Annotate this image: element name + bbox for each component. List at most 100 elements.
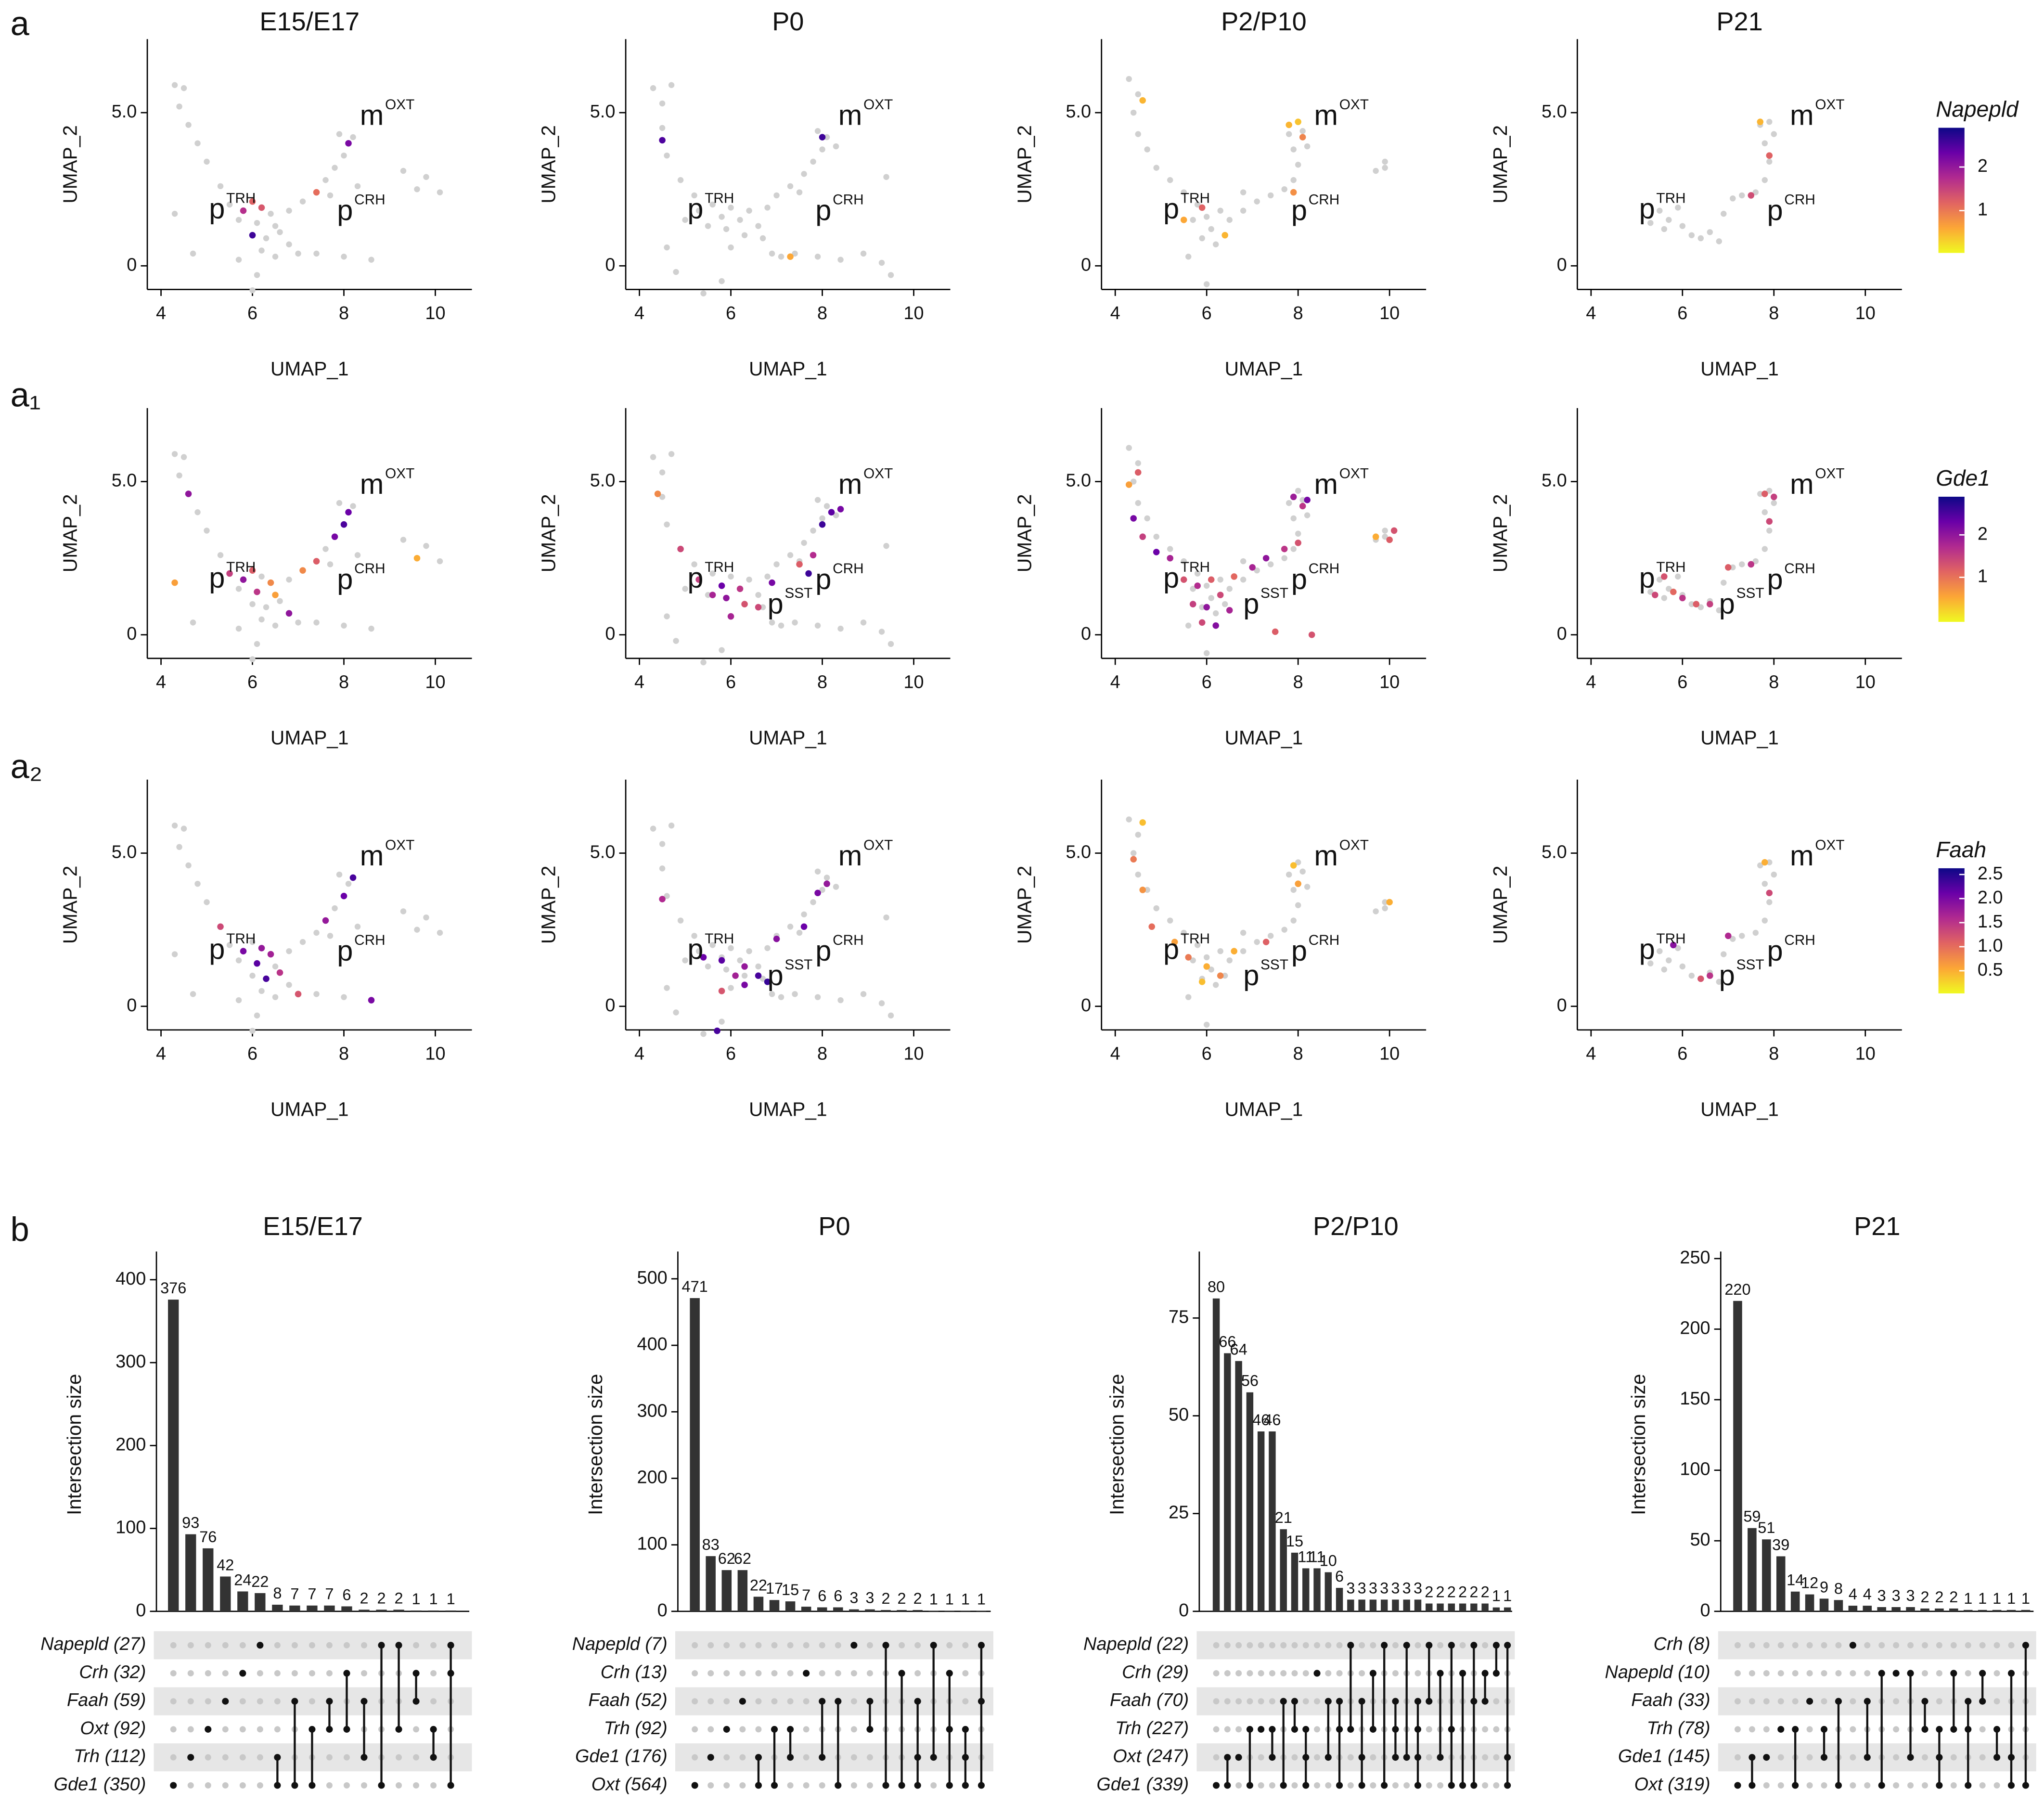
cell-point [1190,586,1196,592]
matrix-dot-empty [1763,1698,1770,1705]
matrix-dot-empty [274,1670,281,1676]
expressing-cell [1766,518,1773,525]
cell-point [272,253,279,260]
cell-point [883,174,889,180]
y-tick-label: 0 [1081,624,1091,644]
bar [324,1605,335,1611]
expressing-cell [659,896,666,902]
matrix-dot [1792,1726,1799,1733]
matrix-dot [946,1726,953,1733]
cell-point [719,647,725,653]
matrix-dot [882,1642,889,1649]
matrix-dot [1907,1670,1914,1677]
cell-point [792,250,798,257]
matrix-dot [1336,1726,1343,1733]
cell-point [272,994,279,1000]
cell-point [400,167,407,174]
x-axis-label: UMAP_1 [270,358,349,380]
matrix-dot-empty [1235,1726,1242,1733]
cluster-label: m OXT [1314,97,1369,131]
matrix-dot [1437,1670,1444,1677]
set-label: Gde1 (339) [1096,1774,1189,1794]
matrix-dot [977,1642,985,1649]
matrix-dot-empty [274,1698,281,1705]
cell-point [235,997,242,1004]
cluster-label: p CRH [1767,192,1815,226]
matrix-dot-empty [787,1698,794,1705]
matrix-dot [1481,1670,1489,1677]
cluster-name: TRH [226,559,256,575]
matrix-dot-empty [326,1670,333,1676]
y-tick-label: 0 [1557,995,1567,1016]
matrix-dot-empty [723,1642,730,1648]
cell-point [180,454,187,460]
expressing-cell [413,554,421,562]
matrix-dot-empty [430,1782,437,1789]
cell-point [235,586,242,592]
x-tick-label: 6 [1202,1043,1212,1064]
matrix-dot-empty [1921,1782,1928,1789]
expressing-cell [1198,979,1206,985]
matrix-dot [1748,1754,1756,1761]
x-tick-label: 4 [634,1043,644,1064]
expressing-cell [1125,481,1132,488]
x-tick-label: 10 [903,303,924,323]
matrix-dot-empty [187,1782,194,1789]
cell-point [705,592,711,598]
cell-point [1761,917,1768,924]
matrix-dot [1448,1642,1455,1649]
matrix-dot-empty [360,1782,367,1789]
cell-point [769,250,775,257]
cell-point [659,494,666,500]
cell-point [1290,177,1297,183]
y-tick-label: 250 [1680,1248,1710,1268]
matrix-dot-empty [850,1782,857,1789]
expressing-cell [340,521,347,528]
cell-point [254,1012,260,1019]
cluster-name: TRH [705,931,734,947]
matrix-dot-empty [1792,1670,1799,1676]
cell-point [1144,515,1150,522]
colorbar [1938,128,1965,253]
bar-value-label: 2 [1920,1588,1929,1606]
y-tick-label: 75 [1169,1307,1189,1327]
cell-point [176,103,182,110]
matrix-dot-empty [1291,1670,1298,1676]
cluster-letter: p [209,192,225,224]
expressing-cell [1725,564,1732,571]
expressing-cell [254,588,260,595]
bar-value-label: 3 [1380,1579,1388,1597]
bar [1291,1552,1298,1611]
cell-point [1647,589,1654,595]
matrix-dot-empty [257,1754,263,1761]
cell-point [1295,162,1301,168]
x-tick-label: 8 [339,672,349,692]
expressing-cell [258,945,265,952]
matrix-dot-empty [962,1670,969,1676]
cell-point [190,991,196,997]
matrix-dot-empty [1734,1726,1741,1733]
bar [1762,1539,1771,1611]
cell-point [1217,577,1223,583]
set-label: Crh (29) [1122,1662,1189,1682]
cell-point [719,1018,725,1025]
cell-point [1766,859,1773,865]
cell-point [1135,131,1141,137]
matrix-dot-empty [1224,1642,1231,1648]
cell-point [814,868,821,875]
matrix-dot [274,1782,281,1789]
cell-point [1761,509,1768,515]
matrix-dot-empty [755,1698,762,1705]
matrix-dot [1336,1698,1343,1705]
bar-value-label: 7 [802,1586,810,1604]
expressing-cell [368,997,375,1004]
matrix-dot [360,1698,368,1705]
cell-point [176,472,182,479]
bar-value-label: 2 [1935,1588,1943,1606]
cell-point [1761,880,1768,887]
bar-value-label: 3 [1358,1579,1366,1597]
cluster-letter: p [1291,194,1307,226]
matrix-dot-empty [1224,1698,1231,1705]
bar-value-label: 2 [881,1590,890,1607]
matrix-dot-empty [430,1670,437,1676]
